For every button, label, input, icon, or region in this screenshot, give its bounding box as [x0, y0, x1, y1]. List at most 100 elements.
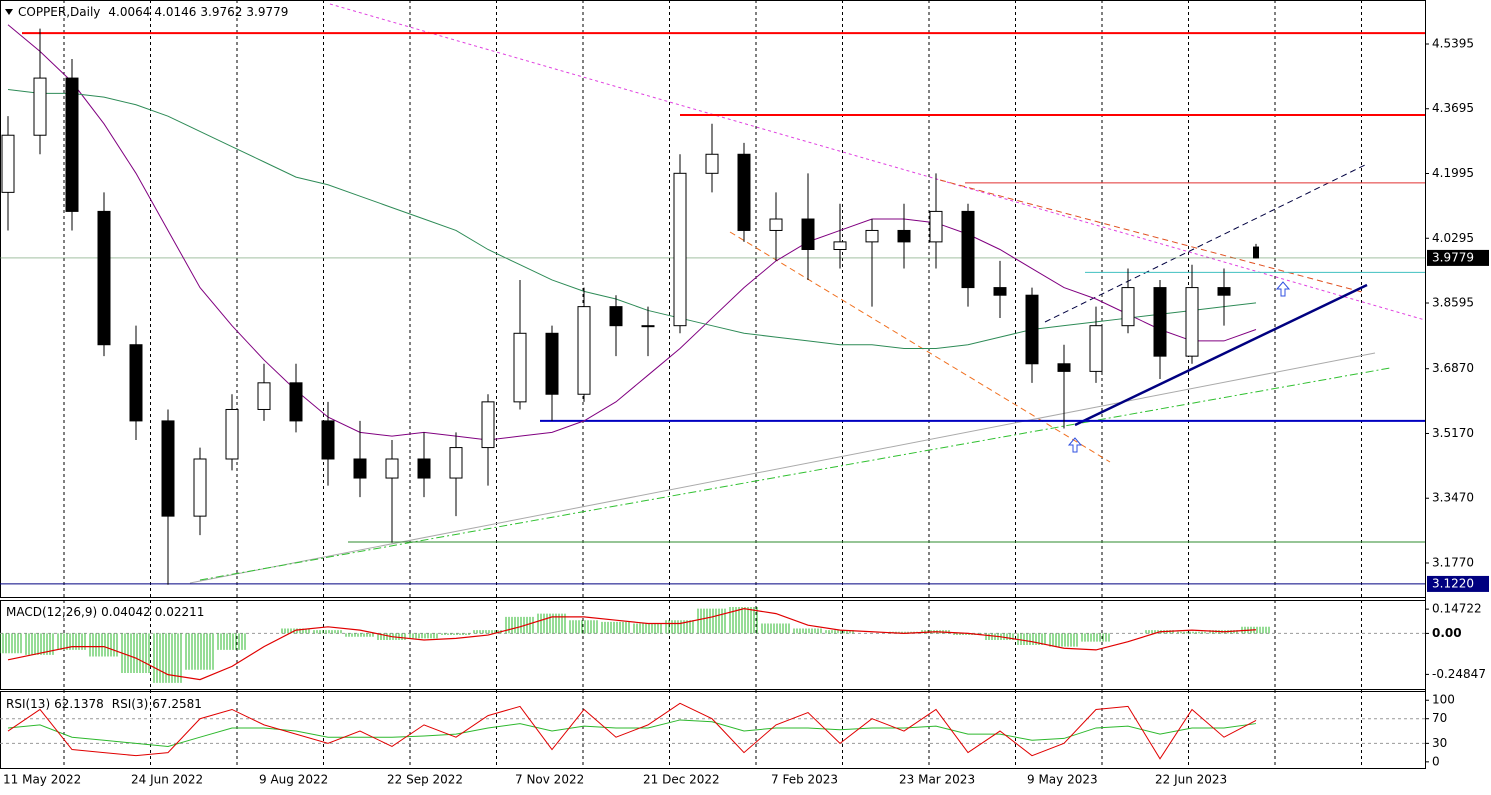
- y-tick-label: 3.6870: [1432, 361, 1474, 375]
- y-tick-label: 0.14722: [1432, 602, 1482, 616]
- candle-body: [353, 458, 367, 479]
- candle-body: [481, 401, 495, 449]
- trendline: [329, 3, 1426, 321]
- support-line: [1074, 283, 1368, 427]
- candle-body: [801, 218, 815, 250]
- grid: [0, 0, 1429, 769]
- candle-body: [321, 420, 335, 460]
- candle-body: [417, 458, 431, 479]
- close-value: 3.9779: [246, 5, 288, 19]
- macd-title: MACD(12,26,9): [6, 605, 97, 619]
- x-tick-label: 7 Feb 2023: [771, 773, 838, 787]
- candle-body: [225, 408, 239, 460]
- candle-body: [1057, 363, 1071, 372]
- y-tick-label: 3.1770: [1432, 555, 1474, 569]
- candle-body: [993, 287, 1007, 296]
- moving-average: [7, 24, 1257, 441]
- x-tick-label: 22 Sep 2022: [387, 773, 463, 787]
- moving-average: [7, 89, 1257, 350]
- trendline: [729, 231, 1111, 463]
- candle-body: [257, 382, 271, 410]
- y-tick-label: 4.0295: [1432, 231, 1474, 245]
- y-tick-label: 0.00: [1432, 626, 1462, 640]
- labels: COPPER,Daily 4.0064 4.0146 3.9762 3.9779 MAC…: [3, 5, 1489, 787]
- candle-body: [385, 458, 399, 479]
- candle-body: [33, 77, 47, 136]
- y-tick-label: 0: [1432, 754, 1440, 768]
- rsi-header: RSI(13) 62.1378 RSI(3) 67.2581: [6, 697, 202, 711]
- macd-value: 0.04042: [101, 605, 151, 619]
- candle-body: [513, 332, 527, 403]
- rsi-line: [7, 719, 1257, 747]
- candle-body: [961, 210, 975, 289]
- candle-body: [1185, 287, 1199, 357]
- symbol: COPPER,Daily: [18, 5, 100, 19]
- candle-body: [865, 229, 879, 243]
- candle-body: [1025, 294, 1039, 365]
- y-tick-label: 30: [1432, 736, 1447, 750]
- candle-body: [577, 306, 591, 395]
- chart-header: COPPER,Daily 4.0064 4.0146 3.9762 3.9779: [18, 5, 288, 19]
- rsi-value: 62.1378: [54, 697, 104, 711]
- trendline: [189, 352, 1376, 584]
- y-tick-label: 100: [1432, 693, 1455, 707]
- candle-body: [673, 172, 687, 327]
- y-tick-label: -0.24847: [1432, 667, 1486, 681]
- trendline: [939, 179, 1363, 293]
- candle-body: [769, 218, 783, 231]
- menu-triangle[interactable]: [5, 9, 13, 15]
- arrow: [1275, 281, 1291, 297]
- x-tick-label: 11 May 2022: [3, 773, 81, 787]
- x-tick-label: 24 Jun 2022: [131, 773, 203, 787]
- candle-body: [65, 77, 79, 212]
- signal-value: 0.02211: [155, 605, 205, 619]
- current-price-label: 3.9779: [1432, 250, 1474, 264]
- price-label-bg: [1427, 575, 1489, 592]
- marks: [0, 24, 1425, 760]
- price-label-bg: [1427, 249, 1489, 266]
- candle-body: [737, 153, 751, 231]
- candle-body: [609, 306, 623, 327]
- low-price-label: 3.1220: [1432, 576, 1474, 590]
- rsi-value: 67.2581: [152, 697, 202, 711]
- candle-body: [1217, 287, 1231, 296]
- y-tick-label: 3.8595: [1432, 296, 1474, 310]
- candle-body: [897, 229, 911, 243]
- candle-body: [161, 420, 175, 517]
- open-value: 4.0064: [108, 5, 150, 19]
- candle-body: [97, 210, 111, 346]
- candle-body: [449, 447, 463, 479]
- candle-body: [705, 153, 719, 174]
- candle-body: [833, 241, 847, 250]
- candle-body: [929, 210, 943, 243]
- legend-entry: RSI(3): [112, 697, 149, 711]
- candle-body: [289, 382, 303, 422]
- candle-body: [545, 332, 559, 395]
- candle-body: [193, 458, 207, 517]
- trendline: [199, 367, 1391, 581]
- candle-body: [1121, 287, 1135, 327]
- x-tick-label: 22 Jun 2023: [1155, 773, 1227, 787]
- rsi-line: [7, 702, 1257, 760]
- candle-body: [641, 325, 655, 328]
- candle-body: [1253, 246, 1259, 259]
- high-value: 4.0146: [154, 5, 196, 19]
- x-tick-label: 9 May 2023: [1027, 773, 1098, 787]
- candle-body: [129, 344, 143, 422]
- legend-entry: RSI(13): [6, 697, 50, 711]
- x-tick-label: 9 Aug 2022: [259, 773, 328, 787]
- y-tick-label: 3.3470: [1432, 491, 1474, 505]
- y-tick-label: 3.5170: [1432, 426, 1474, 440]
- x-tick-label: 21 Dec 2022: [643, 773, 720, 787]
- y-tick-label: 4.3695: [1432, 101, 1474, 115]
- candle-body: [1089, 325, 1103, 372]
- x-tick-label: 23 Mar 2023: [899, 773, 975, 787]
- arrow: [1067, 437, 1083, 453]
- low-value: 3.9762: [200, 5, 242, 19]
- y-tick-label: 70: [1432, 711, 1447, 725]
- signal-line: [7, 608, 1257, 681]
- candle-body: [1153, 287, 1167, 357]
- macd-header: MACD(12,26,9) 0.04042 0.02211: [6, 605, 204, 619]
